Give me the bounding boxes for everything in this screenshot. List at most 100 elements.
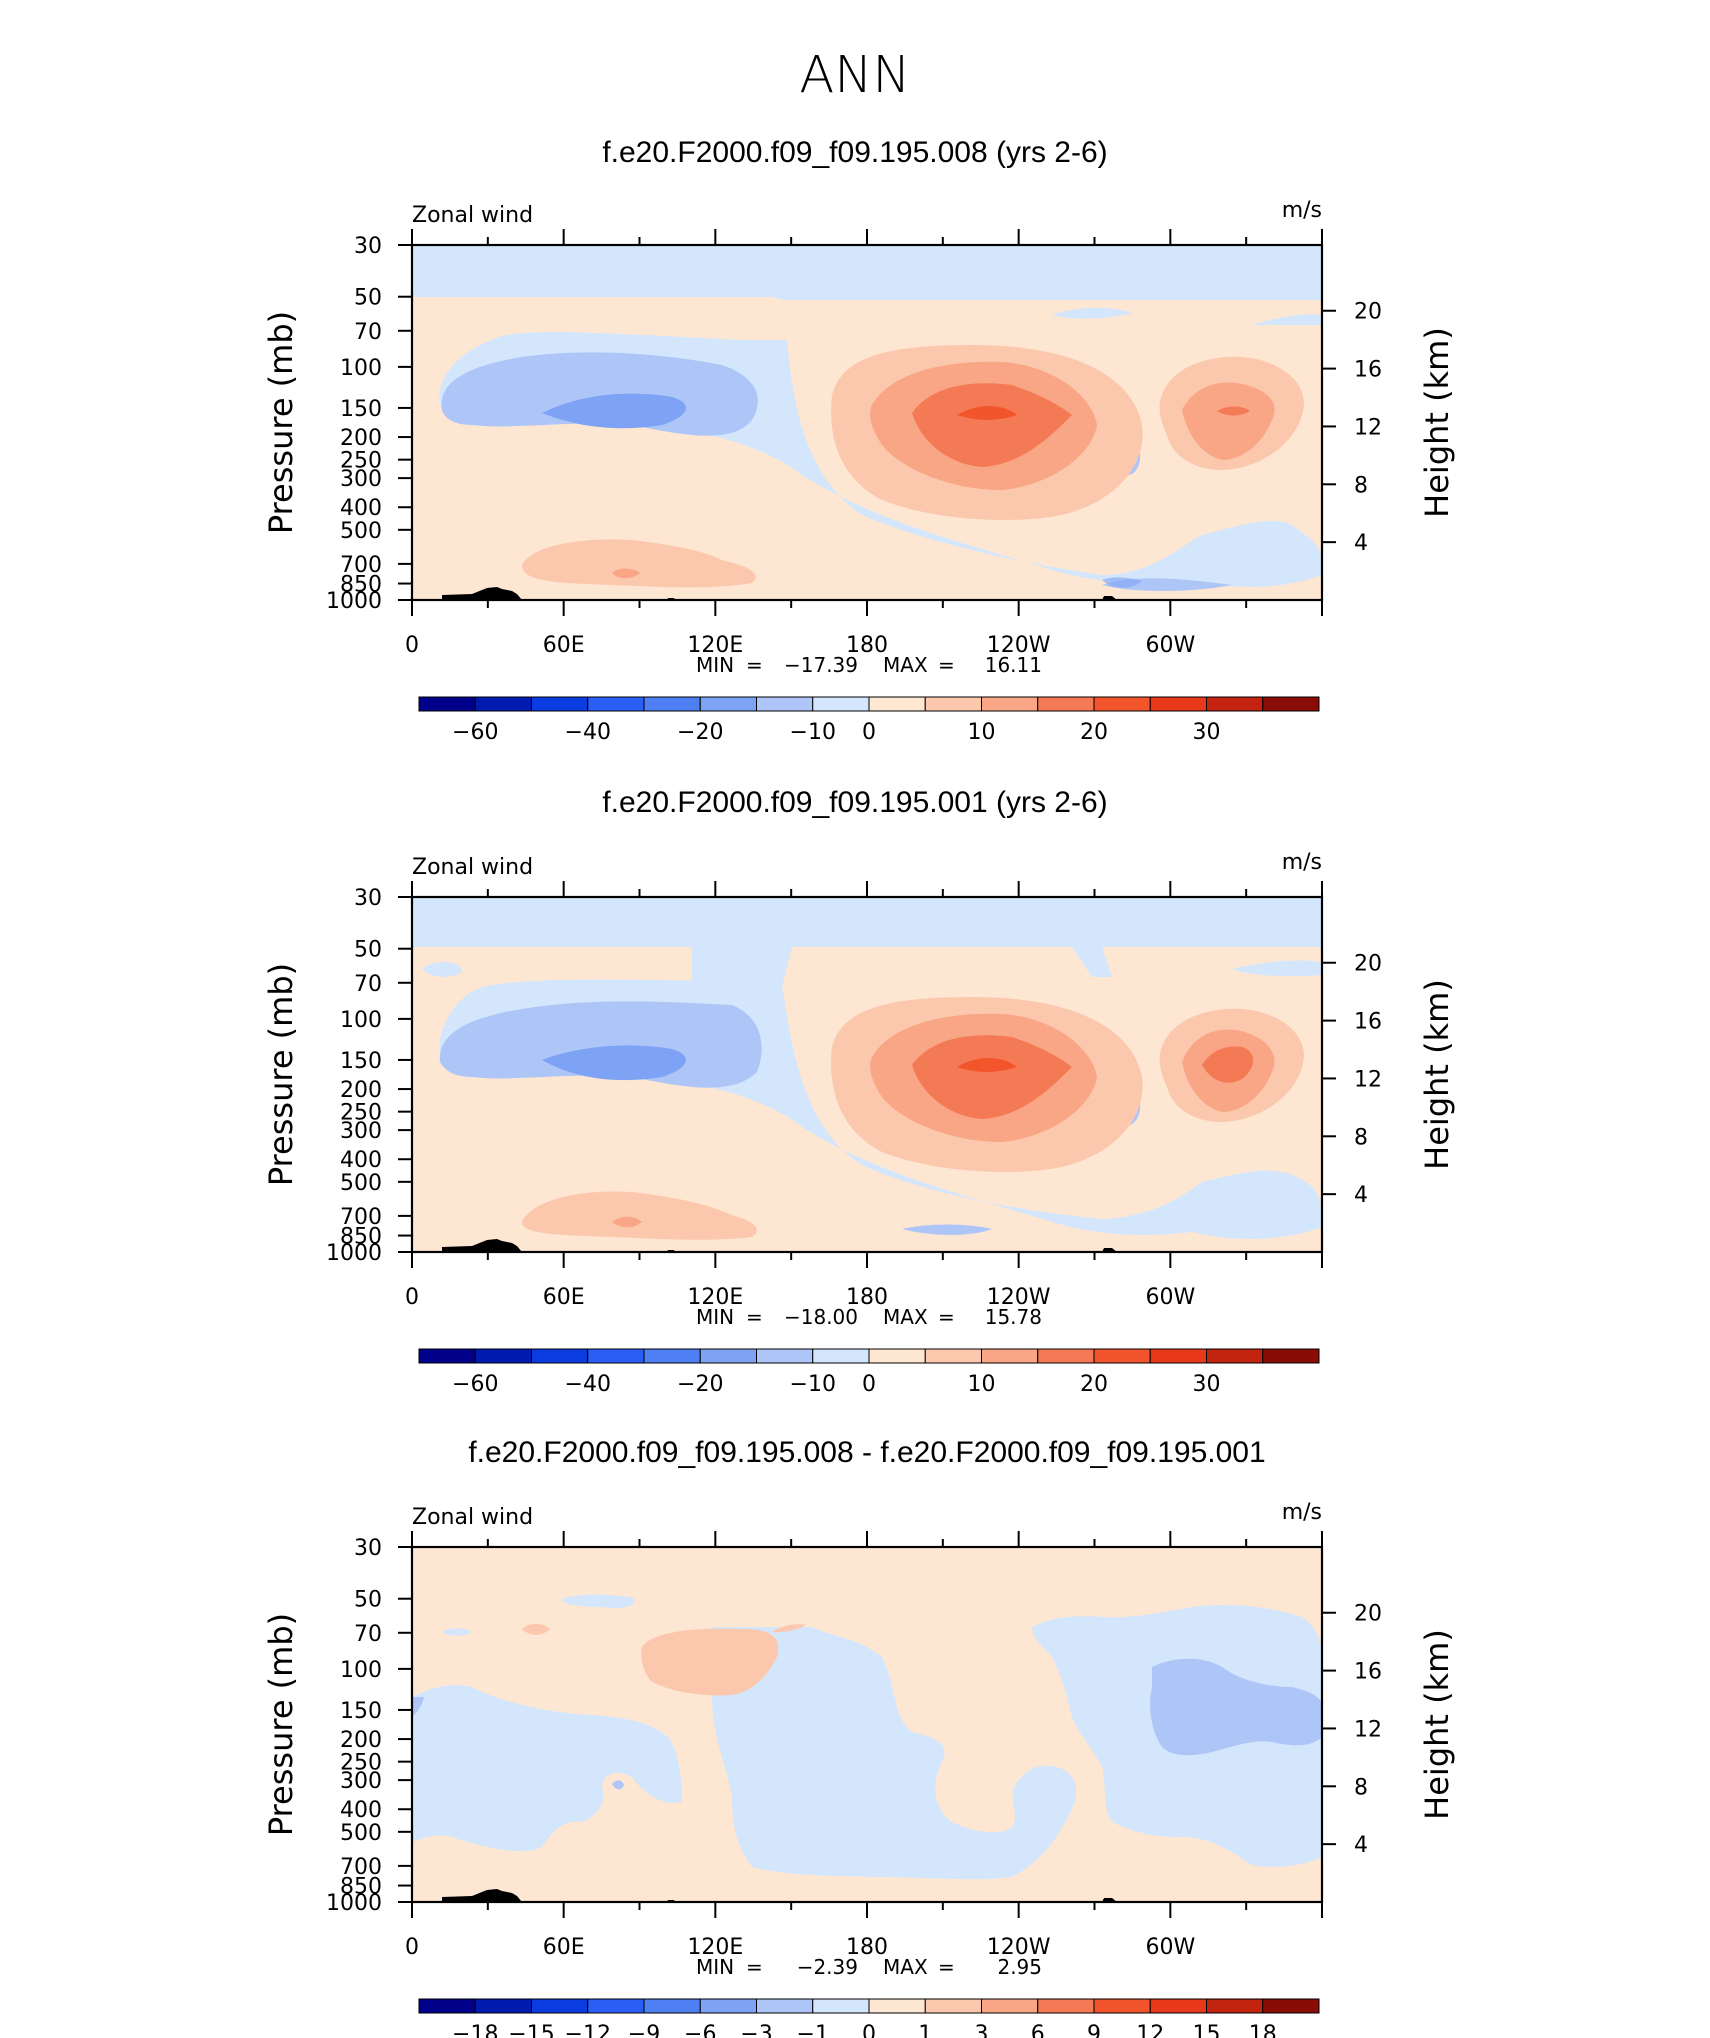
max-equals: = [938,1305,955,1329]
colorbar-label: −1 [797,2022,829,2038]
x-tick-label: 60W [1145,633,1195,658]
y2-tick-label: 8 [1354,1775,1368,1800]
colorbar-swatch [587,1998,645,2014]
y-tick-label: 70 [354,972,382,997]
axes-panel-2: Zonal wind m/s0 60E 120E 180 120W 60W305070100… [262,1500,1456,2038]
colorbar-swatch [812,696,870,712]
y2-tick-label: 4 [1354,1833,1368,1858]
x-tick-label: 120W [987,1285,1051,1310]
colorbar-label: −20 [677,1372,723,1397]
colorbar-label: 0 [862,720,876,745]
colorbar-label: 15 [1193,2022,1221,2038]
colorbar-swatch [756,696,814,712]
colorbar-label: −60 [452,1372,498,1397]
min-value: −2.39 [797,1955,858,1979]
y-tick-label: 150 [340,397,382,422]
max-value: 16.11 [985,653,1042,677]
y-tick-label: 850 [340,573,382,598]
y-tick-label: 70 [354,1622,382,1647]
min-value: −18.00 [784,1305,858,1329]
colorbar-label: 30 [1193,720,1221,745]
colorbar-swatch [868,696,926,712]
y-tick-label: 850 [340,1225,382,1250]
colorbar-label: −3 [740,2022,772,2038]
max-label: MAX [883,1305,928,1329]
x-tick-label: 0 [405,633,419,658]
max-label: MAX [883,653,928,677]
colorbar-label: 30 [1193,1372,1221,1397]
colorbar-swatch [418,696,476,712]
y-tick-label: 250 [340,449,382,474]
colorbar-label: 0 [862,1372,876,1397]
y-tick-label: 50 [354,938,382,963]
colorbar-label: 12 [1136,2022,1164,2038]
y-tick-label: 500 [340,1171,382,1196]
colorbar-swatch [531,696,589,712]
colorbar-swatch [699,1348,757,1364]
y-tick-label: 70 [354,320,382,345]
colorbar-label: −60 [452,720,498,745]
y2-axis-title: Height (km) [1418,1629,1456,1820]
min-value: −17.39 [784,653,858,677]
colorbar-label: −10 [790,720,836,745]
y-tick-label: 50 [354,1588,382,1613]
y-tick-label: 50 [354,286,382,311]
variable-label: Zonal wind [412,855,533,880]
colorbar-swatch [756,1998,814,2014]
colorbar-swatch [1149,1348,1207,1364]
colorbar-swatch [1262,1998,1320,2014]
y-tick-label: 250 [340,1751,382,1776]
y-tick-label: 150 [340,1699,382,1724]
y-tick-label: 400 [340,496,382,521]
colorbar-swatch [756,1348,814,1364]
y-tick-label: 400 [340,1148,382,1173]
max-label: MAX [883,1955,928,1979]
y2-tick-label: 16 [1354,358,1382,383]
colorbar-label: −9 [628,2022,660,2038]
x-tick-label: 0 [405,1285,419,1310]
colorbar-swatch [981,1998,1039,2014]
colorbar-swatch [643,696,701,712]
colorbar-swatch [474,1348,532,1364]
y-tick-label: 500 [340,1821,382,1846]
y-tick-label: 100 [340,1008,382,1033]
y2-axis-title: Height (km) [1418,979,1456,1170]
units-label: m/s [1282,850,1322,875]
y-tick-label: 700 [340,1855,382,1880]
min-label: MIN [696,1955,734,1979]
y-tick-label: 150 [340,1049,382,1074]
y-tick-label: 200 [340,426,382,451]
y-axis-title: Pressure (mb) [262,311,300,534]
colorbar-swatch [1262,1348,1320,1364]
colorbar-swatch [699,1998,757,2014]
colorbar-label: 6 [1031,2022,1045,2038]
axes-panel-0: Zonal wind m/s0 60E 120E 180 120W 60W305070100… [262,198,1456,745]
y-tick-label: 700 [340,1205,382,1230]
y-tick-label: 200 [340,1078,382,1103]
panel-difference: f.e20.F2000.f09_f09.195.008 - f.e20.F200… [412,1436,1322,1902]
y2-tick-label: 4 [1354,1183,1368,1208]
max-value: 15.78 [985,1305,1042,1329]
y2-tick-label: 12 [1354,1717,1382,1742]
colorbar-swatch [981,696,1039,712]
units-label: m/s [1282,1500,1322,1525]
y-tick-label: 400 [340,1798,382,1823]
min-equals: = [746,653,763,677]
colorbar-label: −40 [565,720,611,745]
y-tick-label: 30 [354,1536,382,1561]
colorbar-swatch [1206,1348,1264,1364]
y-tick-label: 1000 [326,589,382,614]
min-equals: = [746,1305,763,1329]
y-tick-label: 1000 [326,1891,382,1916]
units-label: m/s [1282,198,1322,223]
y2-tick-label: 20 [1354,1602,1382,1627]
colorbar-label: 18 [1249,2022,1277,2038]
y-axis-title: Pressure (mb) [262,1613,300,1836]
variable-label: Zonal wind [412,1505,533,1530]
axes-panel-1: Zonal wind m/s0 60E 120E 180 120W 60W305070100… [262,850,1456,1397]
y-axis-title: Pressure (mb) [262,963,300,1186]
y2-tick-label: 16 [1354,1660,1382,1685]
y-tick-label: 300 [340,1769,382,1794]
contour-field [412,897,1322,1252]
